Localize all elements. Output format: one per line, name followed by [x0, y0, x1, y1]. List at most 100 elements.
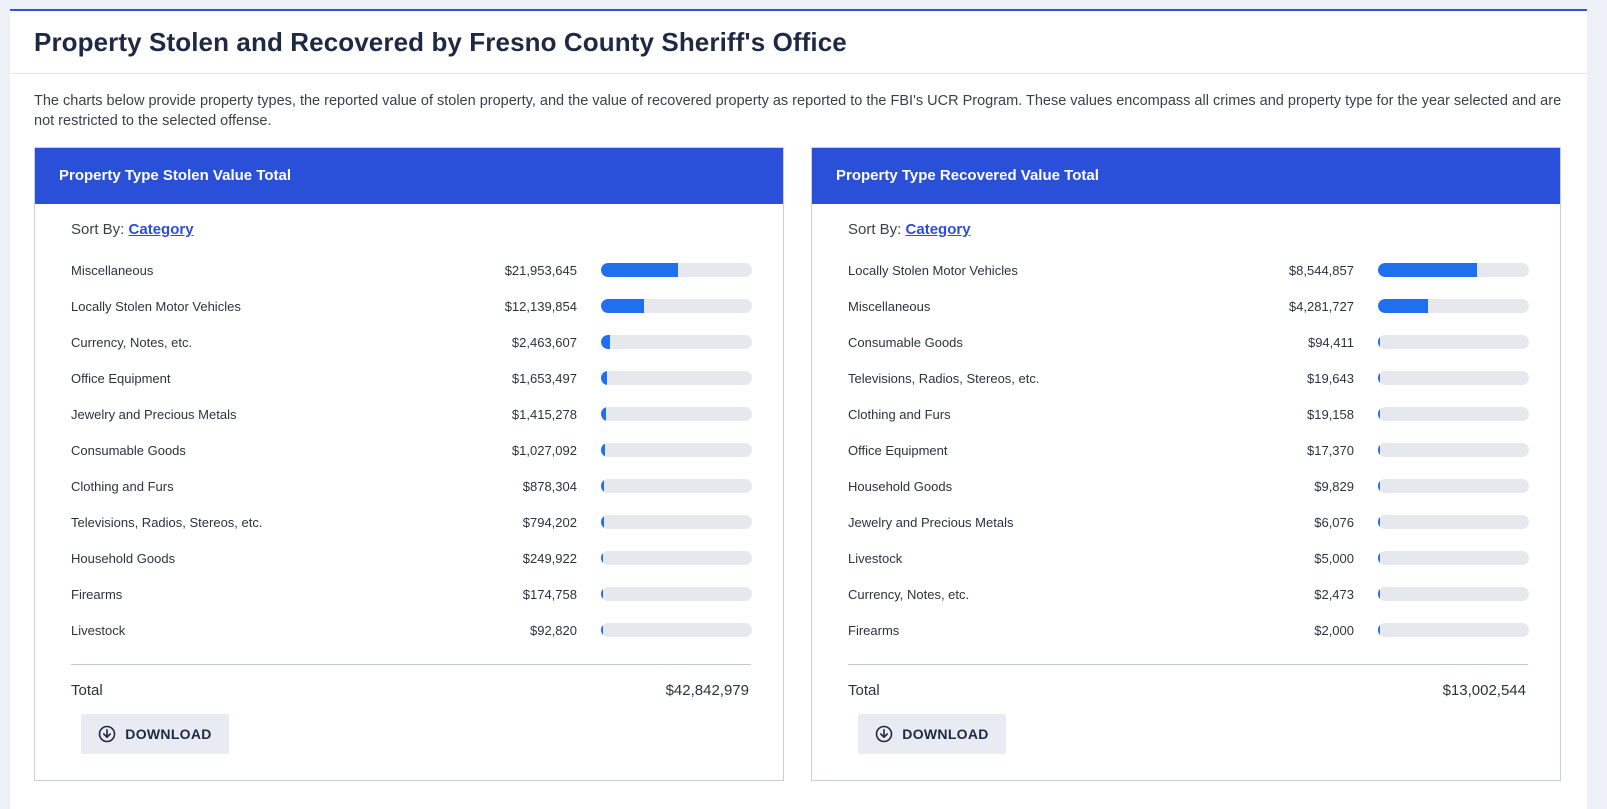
bar-row: Firearms $2,000 [848, 613, 1529, 649]
bar-value-label: $12,139,854 [504, 299, 577, 314]
total-label: Total [71, 682, 103, 699]
bar-row: Office Equipment $1,653,497 [71, 361, 752, 397]
sort-control: Sort By: Category [848, 221, 971, 238]
bar-value-label: $21,953,645 [504, 263, 577, 278]
bar-track [1378, 623, 1529, 637]
bar-track [601, 443, 752, 457]
bar [1378, 551, 1380, 565]
bar-row: Miscellaneous $21,953,645 [71, 253, 752, 289]
download-circle-icon [875, 725, 893, 743]
bar [1378, 263, 1478, 277]
bar-value-label: $19,158 [1307, 407, 1354, 422]
bar-value-label: $1,027,092 [511, 443, 577, 458]
bar-value-label: $5,000 [1314, 551, 1354, 566]
bar-value-label: $8,544,857 [1288, 263, 1354, 278]
bar-track [601, 335, 752, 349]
bar-category-label: Locally Stolen Motor Vehicles [71, 299, 241, 314]
bar-category-label: Televisions, Radios, Stereos, etc. [848, 371, 1040, 386]
bar-value-label: $92,820 [530, 623, 577, 638]
download-button[interactable]: DOWNLOAD [858, 714, 1006, 754]
bar-track [601, 515, 752, 529]
bar-category-label: Livestock [848, 551, 903, 566]
bar [1378, 371, 1380, 385]
total-value: $42,842,979 [665, 682, 749, 699]
bar-row: Jewelry and Precious Metals $6,076 [848, 505, 1529, 541]
bar-value-label: $94,411 [1307, 335, 1354, 350]
bar-track [601, 587, 752, 601]
bar [1378, 479, 1380, 493]
bar-track [1378, 443, 1529, 457]
bar [1378, 623, 1380, 637]
download-label: DOWNLOAD [902, 726, 989, 742]
total-value: $13,002,544 [1442, 682, 1526, 699]
total-label: Total [848, 682, 880, 699]
bar-value-label: $2,000 [1314, 623, 1354, 638]
bar-category-label: Clothing and Furs [848, 407, 951, 422]
bar-row: Currency, Notes, etc. $2,463,607 [71, 325, 752, 361]
sort-by-category-link[interactable]: Category [128, 221, 194, 238]
bar-value-label: $9,829 [1314, 479, 1354, 494]
bar [601, 551, 603, 565]
bar-category-label: Locally Stolen Motor Vehicles [848, 263, 1018, 278]
bar-category-label: Televisions, Radios, Stereos, etc. [71, 515, 263, 530]
bar-track [601, 299, 752, 313]
bar [601, 371, 607, 385]
sort-prefix: Sort By: [71, 221, 125, 238]
bar-value-label: $17,370 [1307, 443, 1354, 458]
bar-track [601, 371, 752, 385]
sort-control: Sort By: Category [71, 221, 194, 238]
page-description: The charts below provide property types,… [34, 93, 1562, 129]
bar-row: Firearms $174,758 [71, 577, 752, 613]
bar-track [1378, 371, 1529, 385]
bar-row: Clothing and Furs $19,158 [848, 397, 1529, 433]
bar-row: Household Goods $249,922 [71, 541, 752, 577]
bar-value-label: $249,922 [522, 551, 577, 566]
bar-value-label: $2,463,607 [511, 335, 577, 350]
bar [601, 479, 605, 493]
bar [1378, 407, 1380, 421]
bar-category-label: Consumable Goods [848, 335, 963, 350]
bar-row: Currency, Notes, etc. $2,473 [848, 577, 1529, 613]
bar-category-label: Firearms [71, 587, 123, 602]
stolen-value-panel: Property Type Stolen Value Total Sort By… [34, 147, 784, 781]
bar [1378, 335, 1380, 349]
bar-value-label: $174,758 [522, 587, 577, 602]
bar [1378, 443, 1380, 457]
bar [601, 443, 605, 457]
bar-row: Consumable Goods $94,411 [848, 325, 1529, 361]
bar-row: Household Goods $9,829 [848, 469, 1529, 505]
bar-value-label: $4,281,727 [1288, 299, 1354, 314]
recovered-bar-list: Locally Stolen Motor Vehicles $8,544,857 M… [848, 253, 1529, 649]
bar [601, 263, 679, 277]
bar-value-label: $2,473 [1314, 587, 1354, 602]
bar [601, 587, 603, 601]
bar-value-label: $6,076 [1314, 515, 1354, 530]
panel-title: Property Type Stolen Value Total [35, 148, 783, 204]
sort-prefix: Sort By: [848, 221, 902, 238]
download-label: DOWNLOAD [125, 726, 212, 742]
bar-category-label: Household Goods [848, 479, 953, 494]
bar [601, 335, 610, 349]
bar-track [1378, 263, 1529, 277]
bar-track [1378, 551, 1529, 565]
bar-track [1378, 587, 1529, 601]
bar [601, 299, 644, 313]
bar-category-label: Miscellaneous [71, 263, 154, 278]
bar-category-label: Firearms [848, 623, 900, 638]
bar-row: Jewelry and Precious Metals $1,415,278 [71, 397, 752, 433]
bar-track [1378, 515, 1529, 529]
bar-row: Televisions, Radios, Stereos, etc. $19,64… [848, 361, 1529, 397]
bar-track [1378, 299, 1529, 313]
sort-by-category-link[interactable]: Category [905, 221, 971, 238]
bar-row: Livestock $5,000 [848, 541, 1529, 577]
bar-track [601, 551, 752, 565]
download-button[interactable]: DOWNLOAD [81, 714, 229, 754]
divider [848, 664, 1528, 665]
bar-value-label: $794,202 [522, 515, 577, 530]
bar-value-label: $19,643 [1307, 371, 1354, 386]
bar-category-label: Jewelry and Precious Metals [71, 407, 237, 422]
bar-value-label: $878,304 [522, 479, 577, 494]
bar-value-label: $1,653,497 [511, 371, 577, 386]
bar-track [601, 263, 752, 277]
panel-title: Property Type Recovered Value Total [812, 148, 1560, 204]
